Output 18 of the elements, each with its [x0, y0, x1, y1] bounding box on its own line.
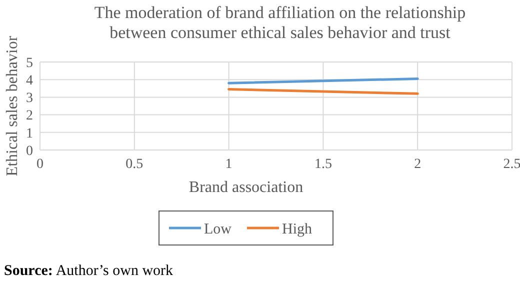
y-tick-label: 3: [26, 91, 33, 106]
x-tick-label: 0: [36, 157, 44, 172]
x-tick-label: 2.5: [503, 157, 520, 172]
x-tick-label: 2: [414, 157, 422, 172]
x-tick-label: 1: [225, 157, 232, 172]
x-axis-title: Brand association: [188, 179, 304, 196]
x-tick-label: 0.5: [126, 157, 144, 172]
y-tick-label: 2: [26, 108, 33, 124]
chart-title: The moderation of brand affiliation on the relationship between consumer ethical sales behavior and trust: [94, 3, 466, 42]
y-tick-label: 0: [26, 144, 33, 159]
legend-label: High: [282, 221, 312, 238]
y-tick-label: 1: [26, 126, 33, 142]
x-tick-label: 1.5: [314, 157, 332, 172]
y-tick-label: 4: [26, 74, 33, 88]
y-axis-title: Ethical sales behavior: [4, 35, 21, 176]
source-note: Source: Author’s own work: [4, 263, 174, 279]
legend-label: Low: [204, 221, 232, 238]
y-tick-label: 5: [26, 56, 33, 71]
